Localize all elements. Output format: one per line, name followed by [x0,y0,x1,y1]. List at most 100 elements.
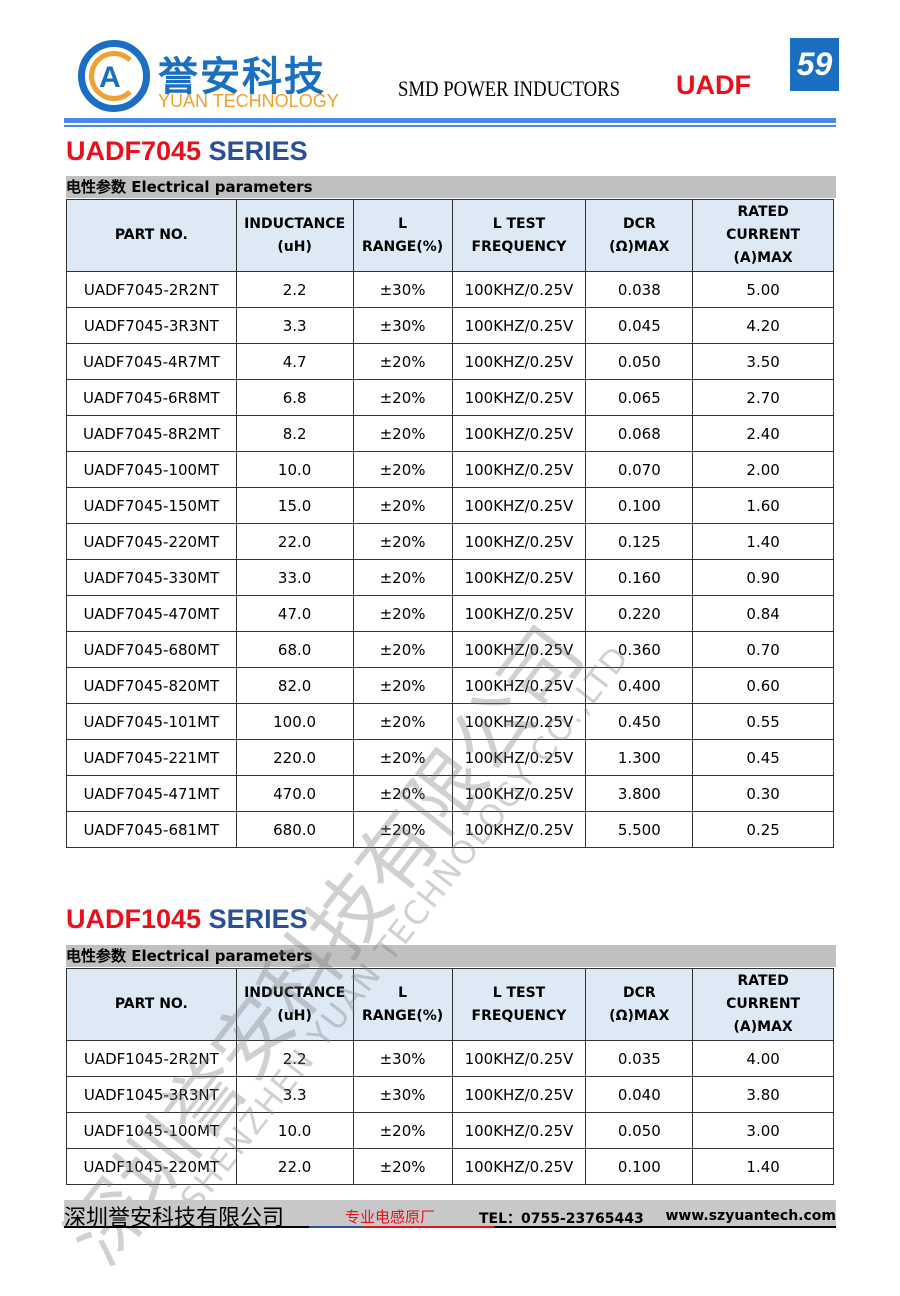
table-cell: 0.450 [585,703,694,740]
table-cell: 0.100 [585,1148,694,1185]
table-cell: 0.035 [585,1040,694,1077]
table-cell: 100KHZ/0.25V [451,595,587,632]
series-suffix: SERIES [201,136,308,166]
electrical-parameters-table: PART NO. INDUCTANCE (uH) L RANGE(%) L TEST FRE… [66,199,834,848]
table-cell: 0.125 [585,523,694,560]
table-cell: 100KHZ/0.25V [451,1076,587,1113]
column-header: L TEST FREQUENCY [451,199,587,272]
table-row: UADF1045-3R3NT 3.3 ±30% 100KHZ/0.25V 0.040 3.… [66,1076,834,1113]
column-header: L TEST FREQUENCY [451,968,587,1041]
table-cell: 22.0 [235,1148,354,1185]
table-cell: 22.0 [235,523,354,560]
table-cell: UADF7045-330MT [66,559,237,596]
table-cell: 0.70 [692,631,834,668]
table-cell: ±30% [352,271,453,308]
table-cell: 100KHZ/0.25V [451,631,587,668]
table-cell: 100KHZ/0.25V [451,451,587,488]
header-row: PART NO. INDUCTANCE (uH) L RANGE(%) L TEST FRE… [66,968,834,1041]
table-row: UADF7045-470MT 47.0 ±20% 100KHZ/0.25V 0.220 0… [66,595,834,632]
table-cell: 100KHZ/0.25V [451,379,587,416]
table-cell: 2.00 [692,451,834,488]
table-cell: 0.400 [585,667,694,704]
column-header: DCR (Ω)MAX [585,968,694,1041]
table-cell: 100KHZ/0.25V [451,415,587,452]
table-cell: UADF7045-820MT [66,667,237,704]
table-cell: 0.050 [585,343,694,380]
table-row: UADF7045-8R2MT 8.2 ±20% 100KHZ/0.25V 0.068 2.… [66,415,834,452]
table-cell: 0.84 [692,595,834,632]
table-cell: 4.20 [692,307,834,344]
table-cell: ±20% [352,1148,453,1185]
table-cell: UADF1045-2R2NT [66,1040,237,1077]
table-cell: ±20% [352,379,453,416]
table-cell: ±20% [352,451,453,488]
table-cell: 6.8 [235,379,354,416]
table-cell: 0.30 [692,775,834,812]
table-row: UADF7045-2R2NT 2.2 ±30% 100KHZ/0.25V 0.038 5.… [66,271,834,308]
column-header: L RANGE(%) [352,968,453,1041]
series-code: UADF7045 [66,136,202,166]
table-row: UADF1045-100MT 10.0 ±20% 100KHZ/0.25V 0.050 3… [66,1112,834,1149]
column-header: PART NO. [66,199,237,272]
table-cell: 1.60 [692,487,834,524]
table-cell: 100.0 [235,703,354,740]
table-row: UADF7045-150MT 15.0 ±20% 100KHZ/0.25V 0.100 1… [66,487,834,524]
series-title: UADF1045 SERIES [66,904,308,935]
table-cell: ±20% [352,487,453,524]
table-cell: 680.0 [235,811,354,848]
table-cell: 100KHZ/0.25V [451,523,587,560]
table-cell: 3.3 [235,307,354,344]
table-cell: UADF1045-100MT [66,1112,237,1149]
table-cell: 5.00 [692,271,834,308]
table-cell: 0.60 [692,667,834,704]
table-row: UADF7045-681MT 680.0 ±20% 100KHZ/0.25V 5.500… [66,811,834,848]
logo-mark: A [99,61,121,94]
column-header: INDUCTANCE (uH) [235,968,354,1041]
table-row: UADF7045-3R3NT 3.3 ±30% 100KHZ/0.25V 0.045 4.… [66,307,834,344]
table-cell: 100KHZ/0.25V [451,703,587,740]
table-row: UADF7045-4R7MT 4.7 ±20% 100KHZ/0.25V 0.050 3.… [66,343,834,380]
table-cell: 100KHZ/0.25V [451,343,587,380]
table-cell: UADF7045-470MT [66,595,237,632]
table-cell: UADF7045-101MT [66,703,237,740]
footer-tel: TEL：0755-23765443 [479,1211,644,1227]
table-cell: ±20% [352,775,453,812]
table-cell: 5.500 [585,811,694,848]
document-title: SMD POWER INDUCTORS [398,76,621,101]
table-cell: 10.0 [235,1112,354,1149]
table-cell: UADF7045-2R2NT [66,271,237,308]
column-header: DCR (Ω)MAX [585,199,694,272]
table-cell: UADF7045-680MT [66,631,237,668]
table-cell: ±20% [352,811,453,848]
brand-name-cn: 誉安科技 [158,54,326,100]
footer-company: 深圳誉安科技有限公司 [64,1206,285,1231]
table-cell: ±20% [352,739,453,776]
footer-website[interactable]: www.szyuantech.com [665,1208,837,1224]
column-header: INDUCTANCE (uH) [235,199,354,272]
table-cell: 100KHZ/0.25V [451,559,587,596]
table-cell: UADF1045-3R3NT [66,1076,237,1113]
table-cell: ±30% [352,307,453,344]
table-cell: 3.3 [235,1076,354,1113]
table-cell: UADF7045-4R7MT [66,343,237,380]
table-cell: UADF7045-8R2MT [66,415,237,452]
table-cell: 100KHZ/0.25V [451,1040,587,1077]
table-cell: 100KHZ/0.25V [451,811,587,848]
footer-slogan: 专业电感原厂 [345,1208,436,1226]
column-header: RATED CURRENT (A)MAX [692,199,834,272]
table-cell: 47.0 [235,595,354,632]
table-cell: ±20% [352,631,453,668]
table-cell: 0.90 [692,559,834,596]
table-row: UADF7045-221MT 220.0 ±20% 100KHZ/0.25V 1.300… [66,739,834,776]
table-row: UADF7045-6R8MT 6.8 ±20% 100KHZ/0.25V 0.065 2.… [66,379,834,416]
table-cell: 2.40 [692,415,834,452]
table-cell: 0.065 [585,379,694,416]
column-header: PART NO. [66,968,237,1041]
table-row: UADF1045-2R2NT 2.2 ±30% 100KHZ/0.25V 0.035 4.… [66,1040,834,1077]
column-header: L RANGE(%) [352,199,453,272]
series-name: UADF [676,70,751,100]
series-code: UADF1045 [66,904,202,934]
table-cell: UADF1045-220MT [66,1148,237,1185]
table-cell: 100KHZ/0.25V [451,775,587,812]
table-row: UADF7045-680MT 68.0 ±20% 100KHZ/0.25V 0.360 0… [66,631,834,668]
